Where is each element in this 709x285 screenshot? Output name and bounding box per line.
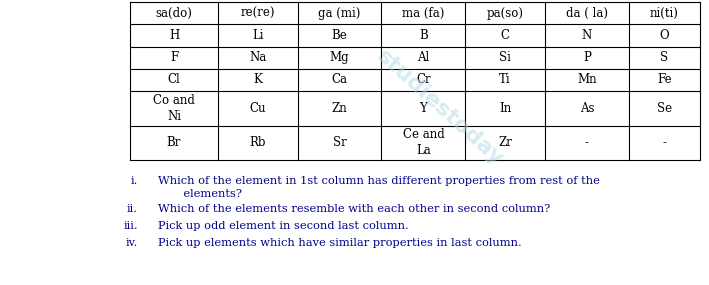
Text: Ti: Ti	[499, 73, 511, 86]
Text: Rb: Rb	[250, 136, 266, 149]
Text: Y: Y	[420, 102, 428, 115]
Text: Al: Al	[418, 51, 430, 64]
Text: C: C	[501, 29, 510, 42]
Text: Which of the elements resemble with each other in second column?: Which of the elements resemble with each…	[158, 204, 550, 214]
Text: Ca: Ca	[332, 73, 347, 86]
Text: ga (mi): ga (mi)	[318, 7, 361, 20]
Text: Zr: Zr	[498, 136, 512, 149]
Text: -: -	[585, 136, 589, 149]
Text: Which of the element in 1st column has different properties from rest of the
   : Which of the element in 1st column has d…	[158, 176, 600, 199]
Text: K: K	[253, 73, 262, 86]
Text: O: O	[659, 29, 669, 42]
Text: F: F	[170, 51, 178, 64]
Text: Be: Be	[332, 29, 347, 42]
Text: Co and
Ni: Co and Ni	[153, 94, 195, 123]
Text: Cu: Cu	[250, 102, 266, 115]
Text: Pick up odd element in second last column.: Pick up odd element in second last colum…	[158, 221, 409, 231]
Text: Cr: Cr	[416, 73, 430, 86]
Text: Na: Na	[249, 51, 267, 64]
Text: Se: Se	[657, 102, 672, 115]
Text: Zn: Zn	[332, 102, 347, 115]
Text: da ( la): da ( la)	[566, 7, 608, 20]
Text: As: As	[579, 102, 594, 115]
Text: iii.: iii.	[123, 221, 138, 231]
Text: Cl: Cl	[167, 73, 180, 86]
Text: H: H	[169, 29, 179, 42]
Text: studiestoday: studiestoday	[372, 46, 507, 170]
Text: sa(do): sa(do)	[155, 7, 192, 20]
Text: Br: Br	[167, 136, 182, 149]
Text: Mg: Mg	[330, 51, 350, 64]
Text: S: S	[660, 51, 669, 64]
Text: pa(so): pa(so)	[486, 7, 524, 20]
Text: ni(ti): ni(ti)	[650, 7, 679, 20]
Text: Fe: Fe	[657, 73, 671, 86]
Text: Mn: Mn	[577, 73, 597, 86]
Text: N: N	[581, 29, 592, 42]
Text: ii.: ii.	[127, 204, 138, 214]
Text: -: -	[662, 136, 666, 149]
Text: P: P	[583, 51, 591, 64]
Text: B: B	[419, 29, 428, 42]
Text: ma (fa): ma (fa)	[402, 7, 445, 20]
Text: iv.: iv.	[125, 238, 138, 248]
Text: Pick up elements which have similar properties in last column.: Pick up elements which have similar prop…	[158, 238, 522, 248]
Text: Ce and
La: Ce and La	[403, 128, 445, 157]
Text: Si: Si	[499, 51, 511, 64]
Text: In: In	[499, 102, 511, 115]
Text: Li: Li	[252, 29, 264, 42]
Text: re(re): re(re)	[240, 7, 275, 20]
Text: i.: i.	[130, 176, 138, 186]
Text: Sr: Sr	[333, 136, 347, 149]
